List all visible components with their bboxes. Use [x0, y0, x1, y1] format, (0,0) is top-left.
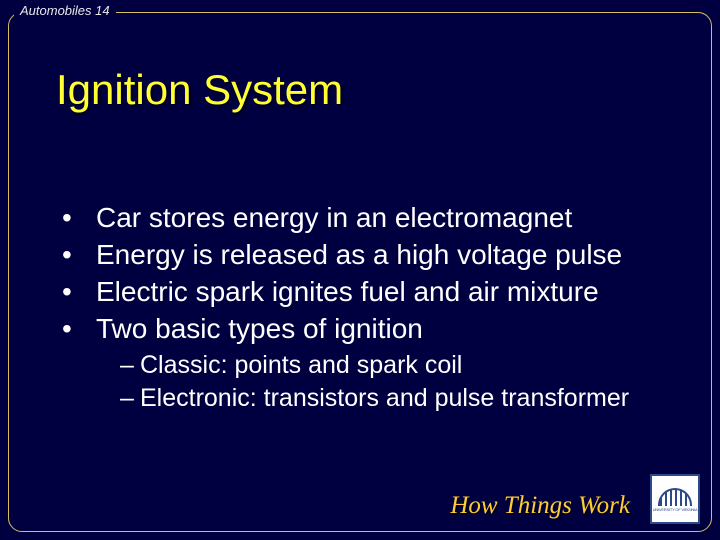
- sub-bullet-item: – Classic: points and spark coil: [120, 350, 680, 381]
- bullet-item: • Electric spark ignites fuel and air mi…: [62, 274, 680, 309]
- bullet-item: • Car stores energy in an electromagnet: [62, 200, 680, 235]
- bullet-text: Energy is released as a high voltage pul…: [96, 237, 622, 272]
- sub-bullet-text: Electronic: transistors and pulse transf…: [140, 383, 629, 414]
- university-logo: UNIVERSITY OF VIRGINIA: [650, 474, 700, 524]
- dash-icon: –: [120, 351, 140, 380]
- slide-title: Ignition System: [56, 66, 343, 114]
- bullet-list: • Car stores energy in an electromagnet …: [62, 200, 680, 346]
- bullet-item: • Energy is released as a high voltage p…: [62, 237, 680, 272]
- slide-header-tab: Automobiles 14: [14, 3, 116, 18]
- sub-bullet-item: – Electronic: transistors and pulse tran…: [120, 383, 680, 414]
- bullet-dot-icon: •: [62, 313, 96, 345]
- bullet-text: Two basic types of ignition: [96, 311, 423, 346]
- dash-icon: –: [120, 384, 140, 413]
- footer-brand: How Things Work: [450, 492, 630, 520]
- sub-bullet-text: Classic: points and spark coil: [140, 350, 462, 381]
- rotunda-icon: [658, 488, 692, 506]
- bullet-dot-icon: •: [62, 239, 96, 271]
- bullet-text: Car stores energy in an electromagnet: [96, 200, 572, 235]
- bullet-dot-icon: •: [62, 202, 96, 234]
- bullet-text: Electric spark ignites fuel and air mixt…: [96, 274, 599, 309]
- logo-caption: UNIVERSITY OF VIRGINIA: [653, 508, 698, 512]
- slide-content: • Car stores energy in an electromagnet …: [62, 200, 680, 417]
- bullet-item: • Two basic types of ignition: [62, 311, 680, 346]
- bullet-dot-icon: •: [62, 276, 96, 308]
- sub-bullet-list: – Classic: points and spark coil – Elect…: [120, 350, 680, 415]
